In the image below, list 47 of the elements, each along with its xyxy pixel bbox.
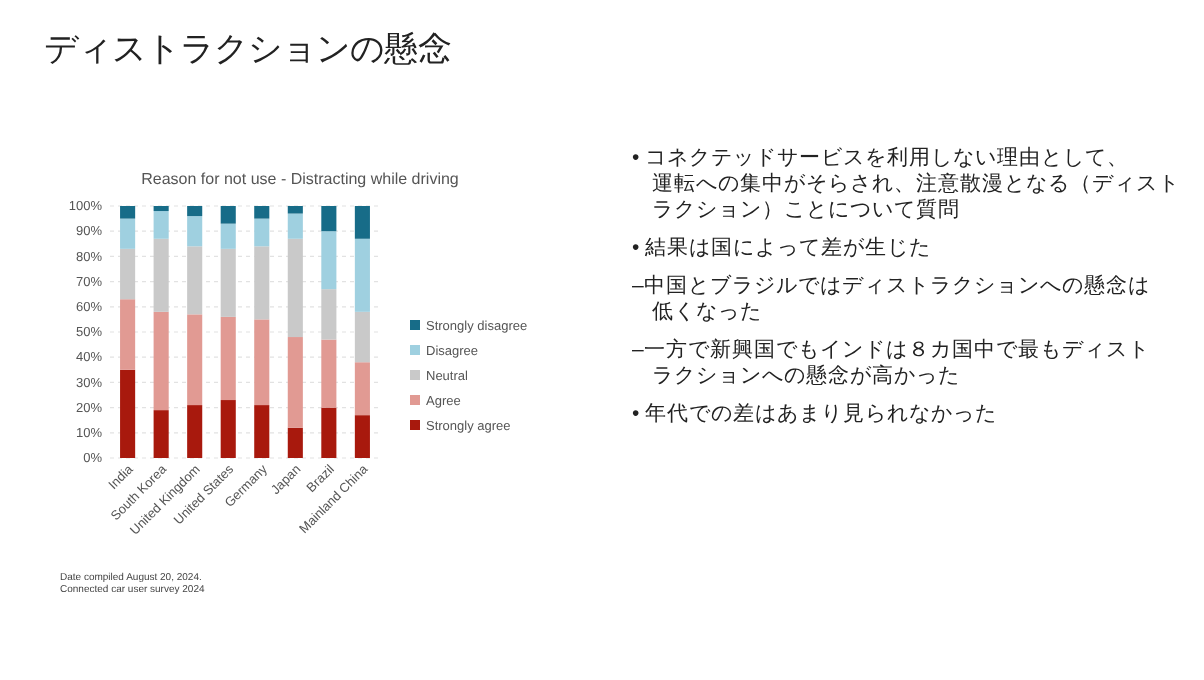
bar — [354, 206, 370, 239]
text: • 結果は国によって差が生じた — [632, 234, 932, 260]
bar — [287, 427, 303, 458]
text: –一方で新興国でもインドは８カ国中で最もディストラクションへの懸念が高かった — [632, 336, 1150, 388]
bar — [287, 213, 303, 239]
bar — [187, 405, 203, 458]
bar — [187, 206, 203, 217]
bar — [120, 299, 136, 370]
bar — [120, 248, 136, 300]
bar — [254, 218, 270, 247]
bar — [254, 206, 270, 219]
bar — [321, 231, 337, 290]
text: • 年代での差はあまり見られなかった — [632, 402, 998, 426]
bar — [354, 238, 370, 312]
bar — [153, 211, 169, 239]
bar — [153, 206, 169, 212]
bar — [254, 319, 270, 406]
bar — [120, 369, 136, 458]
bar — [153, 311, 169, 411]
bar — [187, 246, 203, 315]
chart-title: ディストラクションの懸念 — [44, 30, 452, 68]
bar — [220, 248, 236, 317]
bar — [321, 339, 337, 408]
bar — [187, 314, 203, 406]
bar — [187, 216, 203, 247]
bar — [120, 206, 136, 219]
bar — [220, 316, 236, 401]
bar — [354, 362, 370, 416]
bar — [321, 206, 337, 232]
bar — [220, 400, 236, 458]
bar — [354, 415, 370, 458]
text: • コネクテッドサービスを利用しない理由として、運転への集中がそらされ、注意散漫となる（ディストラクション）ことについて質問 — [632, 144, 1180, 222]
bar — [354, 311, 370, 363]
bar — [153, 238, 169, 312]
bar — [220, 223, 236, 249]
bar — [321, 289, 337, 340]
bar — [287, 337, 303, 428]
text: –中国とブラジルではディストラクションへの懸念は低くなった — [632, 272, 1150, 324]
bar — [254, 246, 270, 320]
bar — [220, 206, 236, 224]
bar — [254, 405, 270, 458]
bar — [120, 218, 136, 249]
bar — [321, 407, 337, 458]
chart-subtitle: Reason for not use - Distracting while driving — [141, 170, 459, 188]
bar — [287, 238, 303, 338]
bar — [287, 206, 303, 214]
bar — [153, 410, 169, 458]
